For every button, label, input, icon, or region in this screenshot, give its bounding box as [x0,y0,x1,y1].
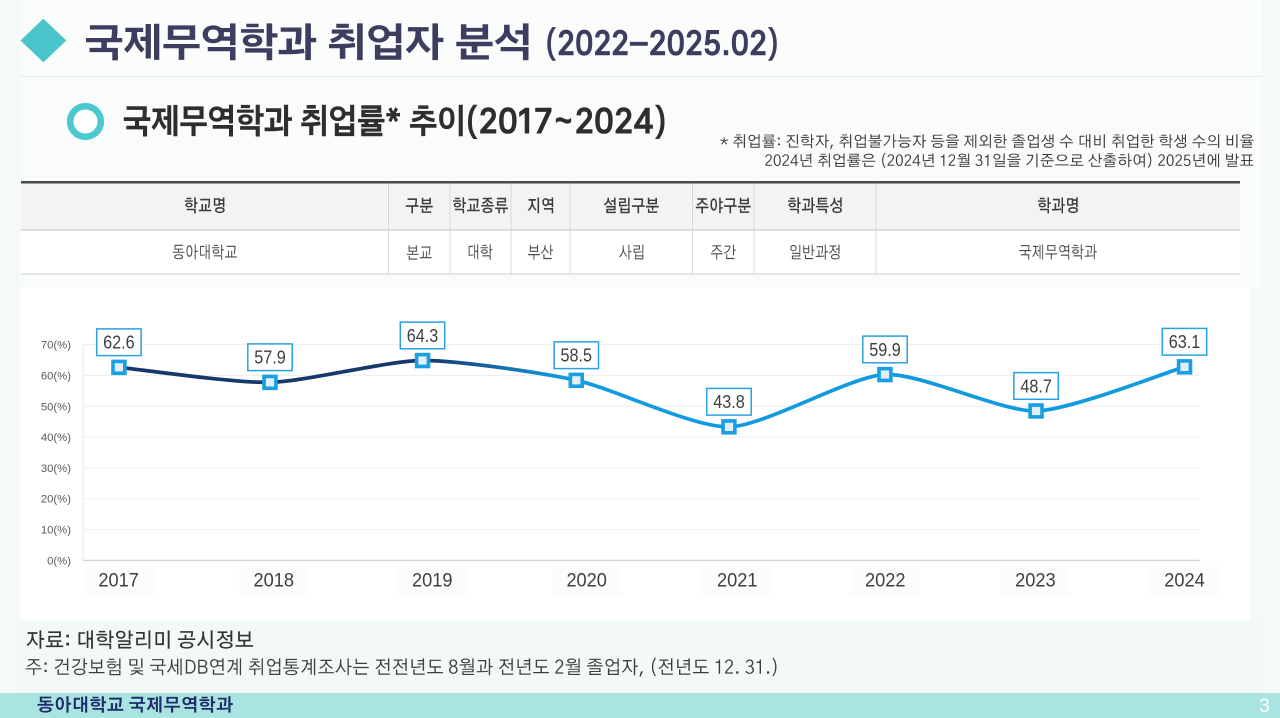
svg-text:62.6: 62.6 [103,332,135,353]
svg-text:40(%): 40(%) [41,432,71,444]
svg-text:58.5: 58.5 [561,345,593,366]
svg-text:64.3: 64.3 [407,325,439,346]
svg-text:30(%): 30(%) [41,463,71,475]
svg-text:10(%): 10(%) [41,525,71,537]
svg-text:63.1: 63.1 [1169,331,1201,352]
svg-text:2023: 2023 [1015,570,1056,592]
svg-text:0(%): 0(%) [47,555,71,567]
svg-text:20(%): 20(%) [41,494,71,506]
svg-text:57.9: 57.9 [254,347,286,368]
svg-text:70(%): 70(%) [41,340,71,352]
svg-text:3: 3 [1259,696,1270,717]
svg-text:48.7: 48.7 [1020,375,1052,396]
svg-text:50(%): 50(%) [41,401,71,413]
svg-text:59.9: 59.9 [869,339,901,360]
svg-text:2017: 2017 [98,570,139,592]
svg-text:43.8: 43.8 [713,391,745,412]
svg-text:2024: 2024 [1164,570,1205,592]
svg-text:60(%): 60(%) [41,370,71,382]
svg-text:2022: 2022 [865,570,906,592]
svg-text:2018: 2018 [254,570,295,592]
svg-text:2021: 2021 [717,570,758,592]
svg-text:2020: 2020 [566,570,607,592]
svg-text:2019: 2019 [412,570,453,592]
